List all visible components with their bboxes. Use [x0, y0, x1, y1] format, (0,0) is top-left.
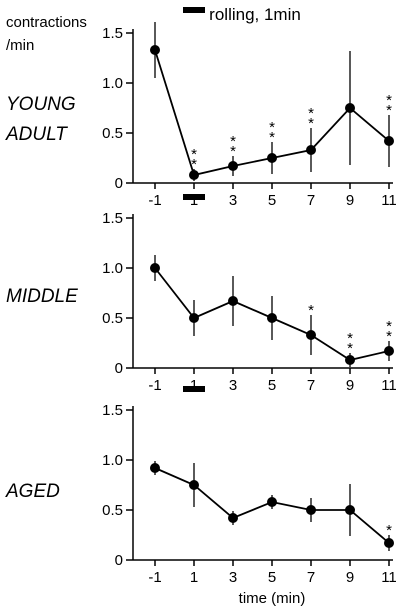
stimulus-bar	[183, 7, 205, 13]
x-tick-label: 1	[190, 569, 198, 586]
data-point	[384, 136, 394, 146]
stimulus-title: rolling, 1min	[209, 5, 301, 24]
x-tick-label: -1	[148, 569, 161, 586]
significance-mark: *	[269, 129, 275, 146]
y-tick-label: 0	[115, 552, 123, 569]
data-point	[267, 313, 277, 323]
panel-label-line: MIDDLE	[6, 286, 78, 307]
y-axis-label-line1: contractions	[6, 14, 87, 31]
data-point	[267, 153, 277, 163]
y-axis-label-line2: /min	[6, 37, 34, 54]
significance-mark: *	[191, 156, 197, 173]
stimulus-bar	[183, 194, 205, 200]
data-point	[306, 145, 316, 155]
significance-mark: *	[191, 146, 197, 163]
y-tick-label: 1.0	[102, 452, 123, 469]
y-tick-label: 1.5	[102, 210, 123, 227]
panel-label-line: AGED	[5, 481, 60, 502]
significance-mark: *	[386, 92, 392, 109]
data-point	[345, 103, 355, 113]
y-tick-label: 1.5	[102, 25, 123, 42]
x-tick-label: 11	[381, 377, 397, 394]
x-tick-label: 7	[307, 569, 315, 586]
x-tick-label: 3	[229, 377, 237, 394]
x-tick-label: 11	[381, 192, 397, 209]
significance-mark: *	[347, 340, 353, 357]
y-tick-label: 0	[115, 360, 123, 377]
y-tick-label: 1.0	[102, 260, 123, 277]
y-tick-label: 0.5	[102, 125, 123, 142]
data-point	[306, 330, 316, 340]
significance-mark: *	[347, 330, 353, 347]
data-point	[189, 313, 199, 323]
y-tick-label: 0	[115, 175, 123, 192]
significance-mark: *	[386, 318, 392, 335]
data-point	[345, 505, 355, 515]
significance-mark: *	[230, 133, 236, 150]
x-tick-label: 1	[190, 192, 198, 209]
data-point	[384, 346, 394, 356]
significance-mark: *	[269, 119, 275, 136]
data-point	[228, 296, 238, 306]
x-tick-label: -1	[148, 192, 161, 209]
x-tick-label: 5	[268, 192, 276, 209]
x-tick-label: 9	[346, 569, 354, 586]
data-point	[306, 505, 316, 515]
significance-mark: *	[230, 143, 236, 160]
data-point	[345, 355, 355, 365]
data-point	[228, 161, 238, 171]
significance-mark: *	[386, 328, 392, 345]
x-tick-label: 5	[268, 377, 276, 394]
data-point	[150, 463, 160, 473]
data-point	[150, 45, 160, 55]
x-tick-label: 7	[307, 377, 315, 394]
x-tick-label: 11	[381, 569, 397, 586]
significance-mark: *	[386, 102, 392, 119]
data-point	[189, 170, 199, 180]
panel-aged: AGED 0 0.5 1.0 1.5 -1 1 3 5 7 9 11 *	[5, 386, 397, 586]
significance-mark: *	[308, 115, 314, 132]
x-tick-label: 9	[346, 377, 354, 394]
stimulus-bar	[183, 386, 205, 392]
y-tick-label: 1.0	[102, 75, 123, 92]
x-tick-label: -1	[148, 377, 161, 394]
y-tick-label: 1.5	[102, 402, 123, 419]
x-tick-label: 3	[229, 569, 237, 586]
x-tick-label: 9	[346, 192, 354, 209]
significance-mark: *	[308, 105, 314, 122]
panel-label-line: ADULT	[5, 124, 68, 145]
y-tick-label: 0.5	[102, 310, 123, 327]
x-tick-label: 5	[268, 569, 276, 586]
panel-label-line: YOUNG	[6, 94, 76, 115]
x-tick-label: 1	[190, 377, 198, 394]
data-point	[189, 480, 199, 490]
significance-mark: *	[308, 302, 314, 319]
y-tick-label: 0.5	[102, 502, 123, 519]
significance-mark: *	[386, 522, 392, 539]
data-point	[150, 263, 160, 273]
x-tick-label: 3	[229, 192, 237, 209]
data-point	[267, 497, 277, 507]
data-point	[384, 538, 394, 548]
data-point	[228, 513, 238, 523]
x-tick-label: 7	[307, 192, 315, 209]
x-axis-title: time (min)	[239, 590, 306, 607]
